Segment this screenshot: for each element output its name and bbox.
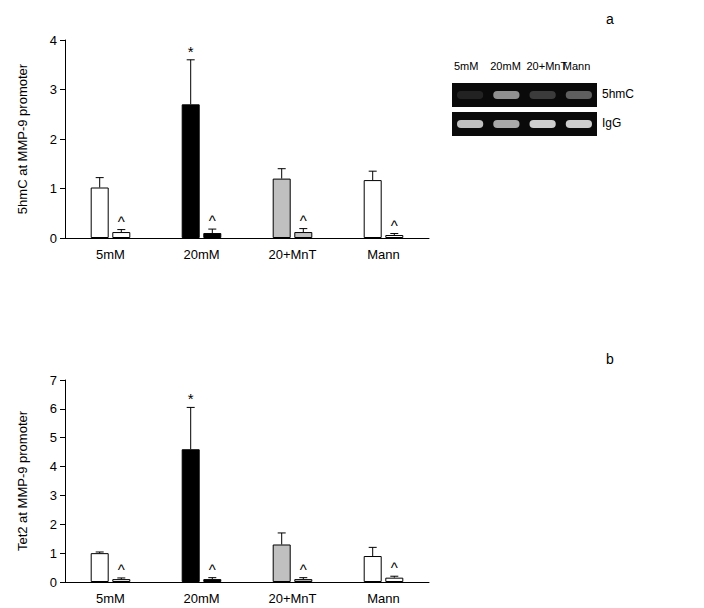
svg-text:5hmC: 5hmC — [602, 87, 634, 101]
svg-text:20mM: 20mM — [183, 591, 219, 606]
svg-text:7: 7 — [50, 373, 57, 388]
svg-text:^: ^ — [209, 561, 216, 578]
svg-text:5: 5 — [50, 430, 57, 445]
svg-text:20+MnT: 20+MnT — [268, 591, 316, 606]
svg-text:20+MnT: 20+MnT — [268, 247, 316, 262]
svg-text:4: 4 — [50, 33, 57, 48]
svg-text:Mann: Mann — [367, 247, 400, 262]
svg-text:IgG: IgG — [602, 116, 621, 130]
svg-text:^: ^ — [118, 561, 125, 578]
svg-text:20mM: 20mM — [183, 247, 219, 262]
svg-text:^: ^ — [209, 212, 216, 229]
svg-text:2: 2 — [50, 517, 57, 532]
svg-text:6: 6 — [50, 401, 57, 416]
svg-text:5hmC at MMP-9 promoter: 5hmC at MMP-9 promoter — [15, 63, 30, 214]
svg-text:Mann: Mann — [563, 60, 591, 72]
svg-text:5mM: 5mM — [96, 247, 125, 262]
svg-text:^: ^ — [391, 217, 398, 234]
svg-text:*: * — [188, 390, 194, 407]
svg-text:4: 4 — [50, 459, 57, 474]
svg-text:b: b — [606, 351, 614, 367]
svg-text:20mM: 20mM — [490, 60, 521, 72]
svg-text:^: ^ — [391, 559, 398, 576]
svg-text:^: ^ — [300, 212, 307, 229]
svg-text:2: 2 — [50, 132, 57, 147]
svg-text:0: 0 — [50, 231, 57, 246]
svg-text:1: 1 — [50, 546, 57, 561]
svg-text:0: 0 — [50, 575, 57, 590]
svg-text:*: * — [188, 43, 194, 60]
svg-text:Mann: Mann — [367, 591, 400, 606]
svg-text:Tet2 at MMP-9 promoter: Tet2 at MMP-9 promoter — [15, 410, 30, 551]
svg-text:3: 3 — [50, 82, 57, 97]
svg-text:^: ^ — [300, 561, 307, 578]
svg-text:a: a — [606, 11, 614, 27]
svg-text:^: ^ — [118, 213, 125, 230]
svg-text:20+MnT: 20+MnT — [527, 60, 568, 72]
svg-text:5mM: 5mM — [96, 591, 125, 606]
svg-text:3: 3 — [50, 488, 57, 503]
svg-text:5mM: 5mM — [454, 60, 478, 72]
svg-text:1: 1 — [50, 181, 57, 196]
